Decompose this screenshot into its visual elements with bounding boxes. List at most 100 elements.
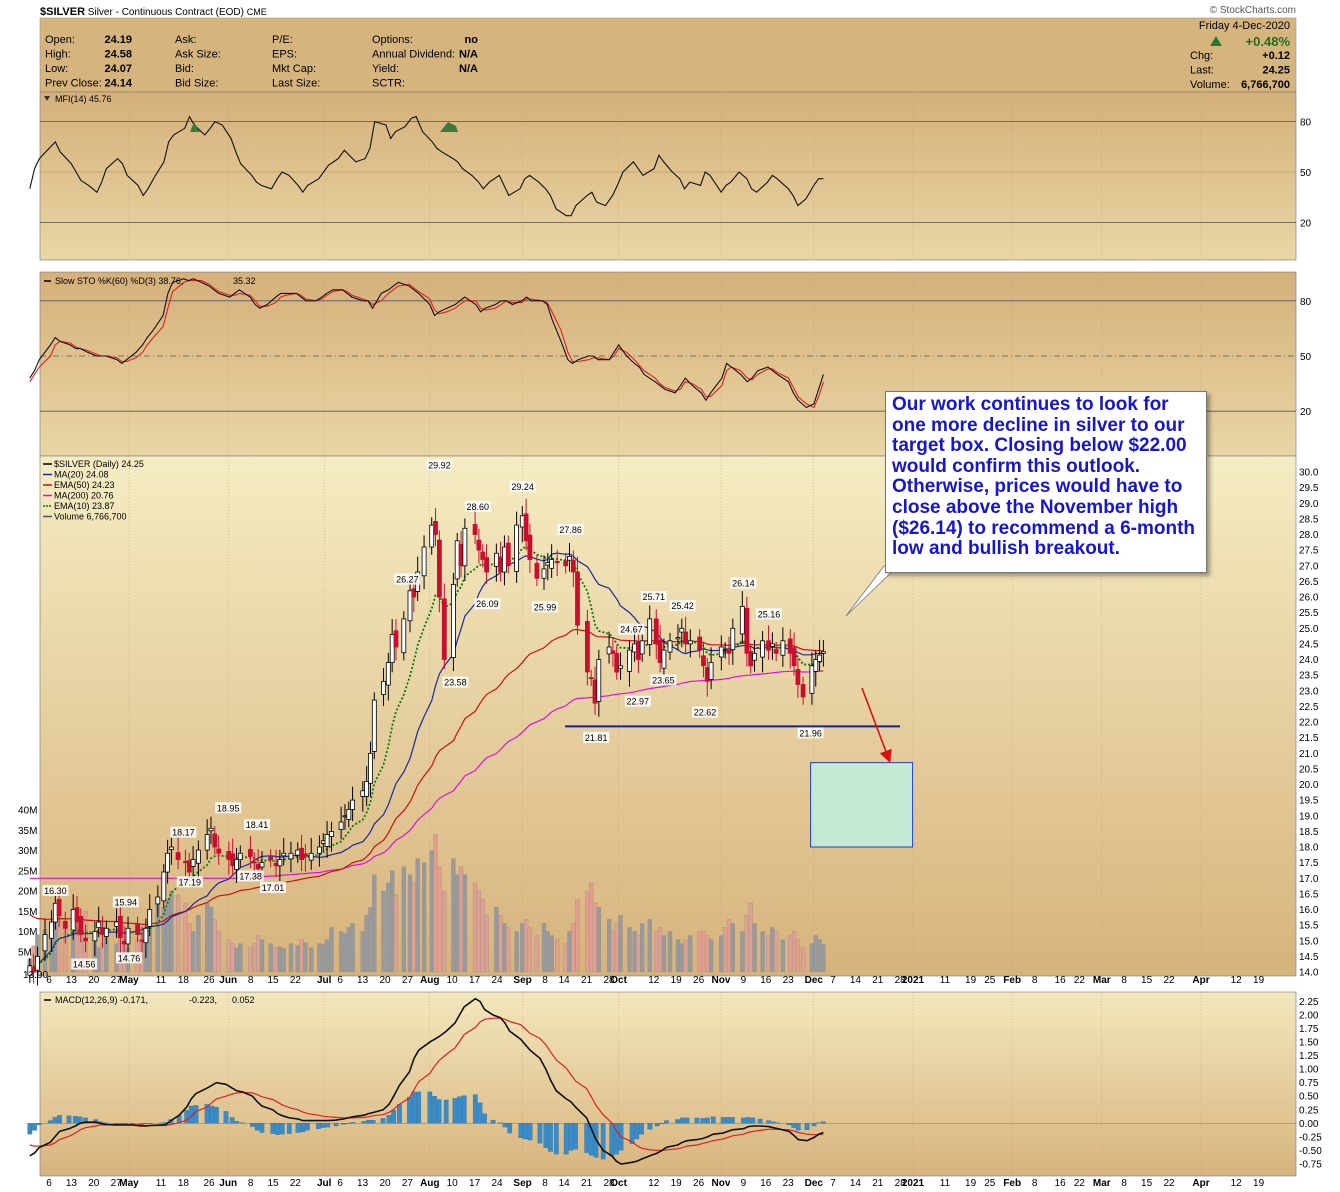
x-tick-label: 19 bbox=[965, 1178, 977, 1189]
x-tick-label: 18 bbox=[178, 1178, 190, 1189]
macd-hist-bar bbox=[821, 1121, 826, 1124]
point-label-bg bbox=[797, 727, 824, 739]
x-tick-label: 8 bbox=[248, 975, 254, 986]
candle-body bbox=[216, 848, 222, 854]
macd-hist-bar bbox=[477, 1102, 483, 1124]
x-tick-label: 27 bbox=[402, 1178, 414, 1189]
candle-body bbox=[436, 539, 442, 598]
macd-hist-bar bbox=[52, 1117, 58, 1124]
volume-bar bbox=[169, 890, 174, 973]
macd-hist-bar bbox=[407, 1097, 412, 1124]
macd-hist-bar bbox=[341, 1123, 346, 1125]
candle-body bbox=[554, 561, 560, 564]
candle-body bbox=[226, 851, 232, 860]
price-y-label: 29.5 bbox=[1299, 483, 1319, 494]
macd-hist-bar bbox=[482, 1113, 487, 1124]
point-label-bg bbox=[260, 881, 286, 893]
candle-body bbox=[567, 556, 572, 561]
x-tick-label: 19 bbox=[1253, 1178, 1265, 1189]
candle-body bbox=[175, 852, 181, 860]
macd-hist-bar bbox=[795, 1123, 801, 1131]
x-tick-label: Apr bbox=[1192, 1178, 1209, 1189]
x-tick-label: 16 bbox=[760, 975, 772, 986]
macd-hist-bar bbox=[333, 1123, 339, 1127]
volume-bar bbox=[679, 943, 684, 973]
volume-bar bbox=[368, 907, 373, 973]
candle-body bbox=[766, 640, 771, 651]
volume-bar bbox=[752, 923, 757, 973]
macd-hist-bar bbox=[209, 1105, 215, 1124]
macd-hist-bar bbox=[366, 1119, 371, 1124]
candle-body bbox=[103, 927, 109, 937]
candle-body bbox=[795, 669, 801, 685]
volume-bar bbox=[592, 902, 598, 973]
volume-bar bbox=[484, 915, 489, 973]
macd-hist-bar bbox=[113, 1123, 119, 1124]
point-label: 27.86 bbox=[559, 525, 582, 535]
candle-body bbox=[114, 921, 119, 927]
volume-bar bbox=[230, 943, 235, 973]
volume-bar bbox=[740, 931, 745, 973]
candle-body bbox=[534, 562, 540, 579]
candle-body bbox=[161, 871, 167, 902]
x-tick-label: 6 bbox=[46, 1178, 52, 1189]
candle-body bbox=[585, 621, 590, 673]
candle-body bbox=[186, 860, 192, 873]
macd-hist-bar bbox=[811, 1123, 817, 1127]
macd-title: MACD(12,26,9) -0.171, bbox=[55, 995, 148, 1005]
x-tick-label: 13 bbox=[357, 975, 369, 986]
volume-bar bbox=[549, 935, 554, 973]
candle-body bbox=[606, 646, 612, 655]
price-y-label: 25.5 bbox=[1299, 608, 1319, 619]
x-tick-label: 17 bbox=[469, 975, 481, 986]
price-y-label: 22.0 bbox=[1299, 718, 1319, 729]
candle-body bbox=[627, 649, 632, 672]
macd-hist-bar bbox=[573, 1123, 578, 1150]
header-stat-label: Last Size: bbox=[272, 78, 320, 90]
price-y-label: 21.0 bbox=[1299, 749, 1319, 760]
volume-bar bbox=[667, 931, 673, 973]
x-tick-label: 9 bbox=[741, 975, 747, 986]
header-stat-label: EPS: bbox=[272, 49, 297, 61]
volume-bar bbox=[299, 939, 304, 973]
candle-body bbox=[661, 649, 667, 669]
x-tick-label: 28 bbox=[603, 1178, 615, 1189]
volume-bar bbox=[317, 943, 322, 973]
candle-body bbox=[259, 862, 265, 868]
candle-body bbox=[135, 924, 141, 935]
price-y-label: 27.0 bbox=[1299, 561, 1319, 572]
point-label: 16.30 bbox=[44, 886, 67, 896]
macd-hist-bar bbox=[350, 1122, 356, 1124]
header-stat-label: Mkt Cap: bbox=[272, 63, 316, 75]
x-tick-label: 26 bbox=[203, 1178, 215, 1189]
volume-bar bbox=[705, 935, 710, 973]
candle-body bbox=[575, 571, 580, 626]
macd-hist-bar bbox=[770, 1121, 776, 1124]
macd-y-label: 1.25 bbox=[1299, 1051, 1319, 1062]
x-tick-label: 25 bbox=[984, 1178, 996, 1189]
price-y-label: 28.5 bbox=[1299, 514, 1319, 525]
macd-hist-bar bbox=[386, 1115, 392, 1124]
macd-hist-bar bbox=[159, 1122, 164, 1124]
macd-hist-bar bbox=[102, 1122, 108, 1124]
volume-bar bbox=[309, 947, 314, 973]
volume-bar bbox=[791, 931, 797, 973]
volume-bar bbox=[708, 939, 714, 973]
price-y-label: 25.0 bbox=[1299, 624, 1319, 635]
macd-hist-bar bbox=[639, 1123, 644, 1135]
header-stat-value: 24.25 bbox=[1262, 65, 1290, 77]
candle-body bbox=[708, 662, 714, 680]
candle-body bbox=[476, 539, 482, 551]
header-stat-label: High: bbox=[45, 49, 71, 61]
macd-hist-bar bbox=[138, 1123, 144, 1125]
down-arrow-icon bbox=[861, 687, 892, 763]
macd-hist-bar bbox=[452, 1098, 458, 1124]
candle-body bbox=[739, 606, 745, 635]
volume-bar bbox=[421, 862, 427, 973]
volume-bar bbox=[407, 874, 413, 973]
macd-hist-bar bbox=[295, 1123, 301, 1133]
price-y-label: 24.5 bbox=[1299, 639, 1319, 650]
macd-hist-bar bbox=[679, 1117, 685, 1124]
macd-hist-bar bbox=[204, 1104, 210, 1124]
